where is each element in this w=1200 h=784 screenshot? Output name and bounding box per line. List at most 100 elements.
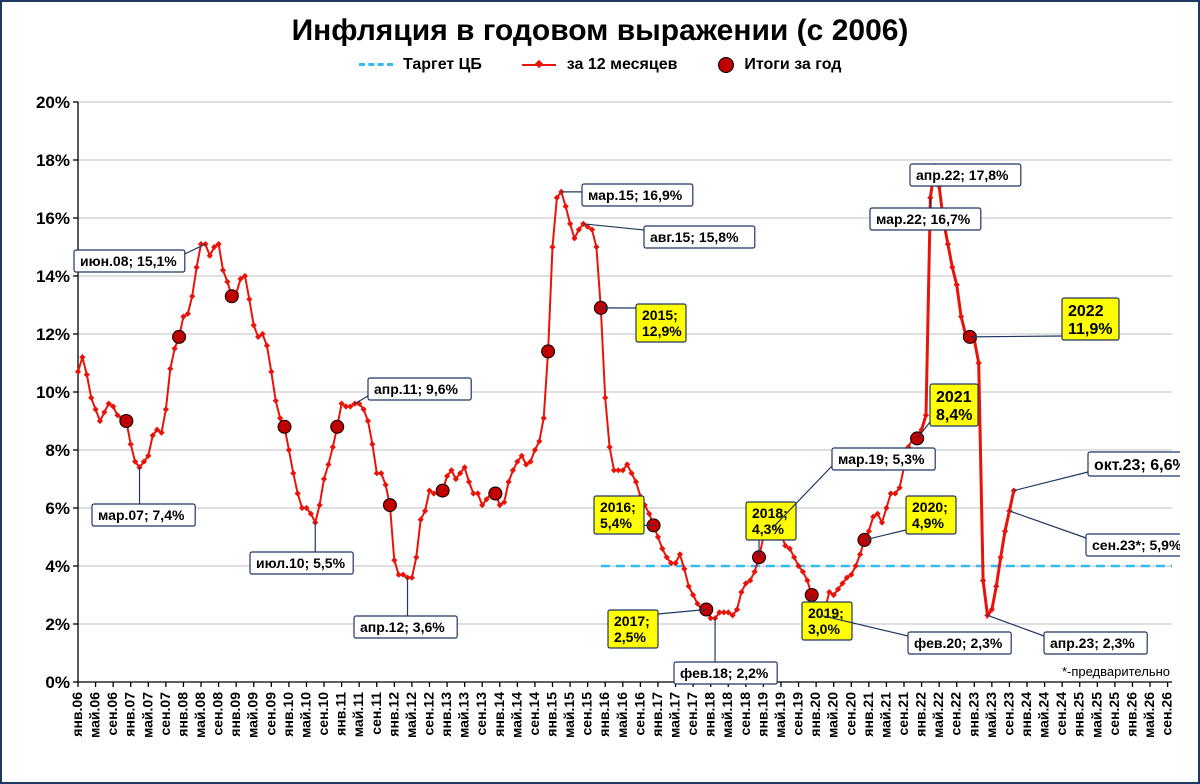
- monthly-marker: [295, 490, 301, 496]
- callout-text: 2022: [1068, 303, 1104, 320]
- monthly-marker: [330, 444, 336, 450]
- callout-text: авг.15; 15,8%: [650, 229, 739, 245]
- monthly-marker: [286, 447, 292, 453]
- xtick-label: янв.12: [385, 692, 401, 737]
- xtick-label: сен.06: [104, 692, 120, 736]
- callout-text: 2018;: [752, 505, 788, 521]
- callout-text: фев.18; 2,2%: [680, 665, 769, 681]
- callout-text: апр.11; 9,6%: [374, 381, 458, 397]
- xtick-label: янв.20: [807, 692, 823, 737]
- monthly-marker: [202, 241, 208, 247]
- monthly-marker: [659, 545, 665, 551]
- xtick-label: янв.19: [754, 692, 770, 737]
- monthly-marker: [998, 554, 1004, 560]
- monthly-marker: [409, 574, 415, 580]
- callout-leader: [1009, 511, 1086, 538]
- monthly-marker: [189, 293, 195, 299]
- footnote: *-предварительно: [1062, 664, 1170, 679]
- xtick-label: янв.26: [1123, 692, 1139, 737]
- xtick-label: май.15: [561, 692, 577, 738]
- callout-text: 2019;: [808, 605, 844, 621]
- xtick-label: янв.08: [174, 692, 190, 737]
- monthly-marker: [163, 406, 169, 412]
- callout-text: 8,4%: [936, 407, 972, 424]
- monthly-marker: [549, 244, 555, 250]
- xtick-label: май.18: [719, 692, 735, 738]
- xtick-label: янв.21: [860, 692, 876, 737]
- xtick-label: май.06: [87, 692, 103, 738]
- xtick-label: май.14: [508, 692, 524, 738]
- chart-area: 0%2%4%6%8%10%12%14%16%18%20%янв.06май.06…: [20, 94, 1180, 766]
- xtick-label: май.21: [877, 692, 893, 738]
- legend-target-swatch: [359, 63, 393, 66]
- legend-target: Таргет ЦБ: [359, 56, 482, 74]
- callout-text: апр.12; 3,6%: [360, 619, 445, 635]
- monthly-marker: [976, 360, 982, 366]
- callout-text: апр.23; 2,3%: [1050, 635, 1135, 651]
- callout-text: 4,9%: [912, 515, 944, 531]
- xtick-label: сен.20: [842, 692, 858, 736]
- xtick-label: сен.11: [368, 692, 384, 735]
- monthly-marker: [84, 371, 90, 377]
- legend-monthly-label: за 12 месяцев: [567, 56, 678, 73]
- callout-leader: [658, 610, 706, 615]
- monthly-marker: [954, 282, 960, 288]
- callout-text: сен.23*; 5,9%: [1092, 537, 1180, 553]
- monthly-marker: [593, 244, 599, 250]
- xtick-label: май.19: [772, 692, 788, 738]
- monthly-marker: [246, 296, 252, 302]
- chart-svg: 0%2%4%6%8%10%12%14%16%18%20%янв.06май.06…: [20, 94, 1180, 770]
- xtick-label: сен.12: [420, 692, 436, 736]
- annual-marker: [542, 345, 555, 358]
- annual-marker: [331, 420, 344, 433]
- callout-text: 2017;: [614, 613, 650, 629]
- xtick-label: сен.15: [579, 692, 595, 736]
- monthly-marker: [958, 313, 964, 319]
- monthly-marker: [655, 534, 661, 540]
- ytick-label: 2%: [45, 615, 70, 634]
- callout-text: 5,4%: [600, 515, 632, 531]
- callout-text: окт.23; 6,6%: [1094, 457, 1180, 474]
- callout-leader: [970, 336, 1062, 337]
- callout-leader: [1014, 472, 1088, 491]
- xtick-label: май.09: [245, 692, 261, 738]
- monthly-marker: [541, 415, 547, 421]
- ytick-label: 18%: [36, 151, 70, 170]
- xtick-label: янв.23: [965, 692, 981, 737]
- monthly-marker: [382, 482, 388, 488]
- callout-text: мар.15; 16,9%: [588, 187, 683, 203]
- monthly-marker: [88, 395, 94, 401]
- monthly-marker: [273, 398, 279, 404]
- ytick-label: 4%: [45, 557, 70, 576]
- ytick-label: 6%: [45, 499, 70, 518]
- monthly-marker: [167, 366, 173, 372]
- ytick-label: 12%: [36, 325, 70, 344]
- callout-leader: [355, 396, 368, 404]
- callout-text: фев.20; 2,3%: [914, 635, 1003, 651]
- monthly-marker: [172, 345, 178, 351]
- monthly-marker: [602, 395, 608, 401]
- ytick-label: 0%: [45, 673, 70, 692]
- xtick-label: май.17: [667, 692, 683, 738]
- monthly-marker: [391, 557, 397, 563]
- xtick-label: янв.17: [649, 692, 665, 737]
- monthly-marker: [268, 369, 274, 375]
- annual-marker: [383, 499, 396, 512]
- chart-frame: Инфляция в годовом выражении (с 2006) Та…: [0, 0, 1200, 784]
- monthly-marker: [1002, 528, 1008, 534]
- legend: Таргет ЦБ за 12 месяцев Итоги за год: [2, 56, 1198, 74]
- xtick-label: сен.19: [790, 692, 806, 736]
- annual-marker: [225, 290, 238, 303]
- monthly-marker: [128, 441, 134, 447]
- xtick-label: сен.08: [210, 692, 226, 736]
- callout-leader: [185, 244, 206, 254]
- xtick-label: янв.16: [596, 692, 612, 737]
- annual-marker: [173, 330, 186, 343]
- monthly-marker: [563, 203, 569, 209]
- monthly-marker: [251, 322, 257, 328]
- legend-monthly-swatch: [522, 58, 556, 72]
- monthly-marker: [505, 479, 511, 485]
- callout-text: 11,9%: [1068, 321, 1112, 338]
- ytick-label: 20%: [36, 94, 70, 112]
- xtick-label: янв.11: [333, 692, 349, 736]
